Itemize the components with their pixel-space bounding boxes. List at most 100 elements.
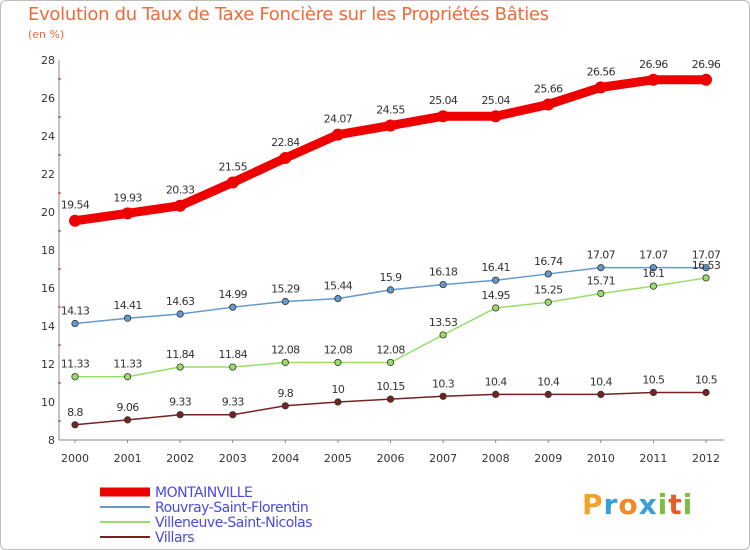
data-point <box>492 304 500 312</box>
data-label: 10 <box>332 383 345 396</box>
data-label: 16.18 <box>429 266 458 279</box>
proxiti-logo: Proxiti <box>582 488 694 521</box>
y-tick-label: 14 <box>41 320 55 333</box>
data-label: 9.06 <box>117 401 140 414</box>
data-label: 10.5 <box>695 374 718 387</box>
data-point <box>649 282 658 290</box>
data-point <box>594 81 607 94</box>
data-label: 11.33 <box>61 358 90 371</box>
data-point <box>702 274 710 282</box>
data-label: 9.8 <box>277 387 293 400</box>
y-tick-label: 16 <box>41 282 55 295</box>
data-point <box>649 264 658 272</box>
data-label: 11.84 <box>166 348 195 361</box>
data-point <box>123 314 132 322</box>
data-label: 17.07 <box>587 249 616 262</box>
data-point <box>597 264 605 272</box>
data-point <box>437 110 450 123</box>
data-point <box>174 199 187 212</box>
data-point <box>121 207 134 220</box>
data-label: 15.25 <box>534 283 563 296</box>
data-label: 19.93 <box>113 191 142 204</box>
data-point <box>71 319 79 328</box>
data-point <box>281 358 289 367</box>
data-label: 16.1 <box>642 267 664 280</box>
x-tick-label: 2002 <box>166 452 194 465</box>
legend-label: Rouvray-Saint-Florentin <box>155 500 308 516</box>
data-label: 20.33 <box>166 184 195 197</box>
data-point <box>176 363 184 371</box>
data-label: 12.08 <box>271 343 300 356</box>
data-point <box>542 98 555 111</box>
data-point <box>597 289 605 298</box>
data-label: 12.08 <box>324 343 353 356</box>
data-point <box>281 297 289 306</box>
data-label: 11.33 <box>113 358 142 371</box>
x-tick-label: 2009 <box>534 452 562 465</box>
x-tick-label: 2011 <box>639 452 667 465</box>
y-tick-label: 24 <box>41 130 55 143</box>
data-point <box>334 295 342 303</box>
data-label: 16.74 <box>534 255 563 268</box>
data-point <box>334 398 342 406</box>
data-label: 17.07 <box>639 249 668 262</box>
data-point <box>331 128 344 141</box>
data-label: 22.84 <box>271 136 300 149</box>
data-point <box>384 119 397 132</box>
data-point <box>439 331 447 339</box>
data-label: 9.33 <box>169 396 192 409</box>
x-tick-label: 2005 <box>324 452 352 465</box>
data-label: 14.13 <box>61 305 90 318</box>
data-point <box>176 411 184 419</box>
data-point <box>123 373 132 381</box>
data-label: 13.53 <box>429 316 458 329</box>
data-label: 12.08 <box>376 343 405 356</box>
data-label: 25.66 <box>534 82 563 95</box>
data-point <box>489 110 502 123</box>
x-tick-label: 2000 <box>61 452 89 465</box>
data-point <box>229 363 237 371</box>
x-tick-label: 2010 <box>587 452 615 465</box>
data-label: 26.96 <box>692 58 721 71</box>
data-label: 10.4 <box>485 375 508 388</box>
data-label: 9.33 <box>222 396 245 409</box>
data-label: 24.07 <box>324 113 353 126</box>
data-point <box>544 298 552 306</box>
data-point <box>647 73 660 86</box>
series-line-1 <box>70 75 711 226</box>
data-point <box>544 270 552 278</box>
data-label: 26.56 <box>587 65 616 78</box>
data-point <box>439 280 447 289</box>
data-point <box>229 303 237 311</box>
data-label: 16.41 <box>481 261 510 274</box>
data-point <box>544 390 552 398</box>
data-point <box>281 402 289 410</box>
data-point <box>649 388 658 397</box>
data-label: 14.41 <box>113 299 142 312</box>
data-label: 10.15 <box>376 380 405 393</box>
data-point <box>229 411 237 419</box>
data-label: 24.55 <box>376 104 405 117</box>
data-label: 19.54 <box>61 199 90 212</box>
data-point <box>176 310 184 318</box>
data-label: 15.9 <box>379 271 402 284</box>
data-point <box>492 390 500 398</box>
data-point <box>702 388 710 397</box>
data-label: 10.3 <box>432 377 455 390</box>
y-tick-label: 20 <box>41 206 55 219</box>
x-tick-label: 2006 <box>377 452 405 465</box>
data-label: 15.44 <box>324 280 353 293</box>
y-tick-label: 22 <box>41 168 55 181</box>
data-label: 26.96 <box>639 58 668 71</box>
legend-label: Villars <box>155 530 194 546</box>
data-label: 16.53 <box>692 259 721 272</box>
data-point <box>700 73 712 86</box>
data-label: 25.04 <box>481 94 510 107</box>
data-point <box>123 416 132 424</box>
y-tick-label: 28 <box>41 54 55 67</box>
data-point <box>597 390 605 398</box>
data-label: 14.99 <box>219 288 248 301</box>
data-point <box>492 276 500 284</box>
